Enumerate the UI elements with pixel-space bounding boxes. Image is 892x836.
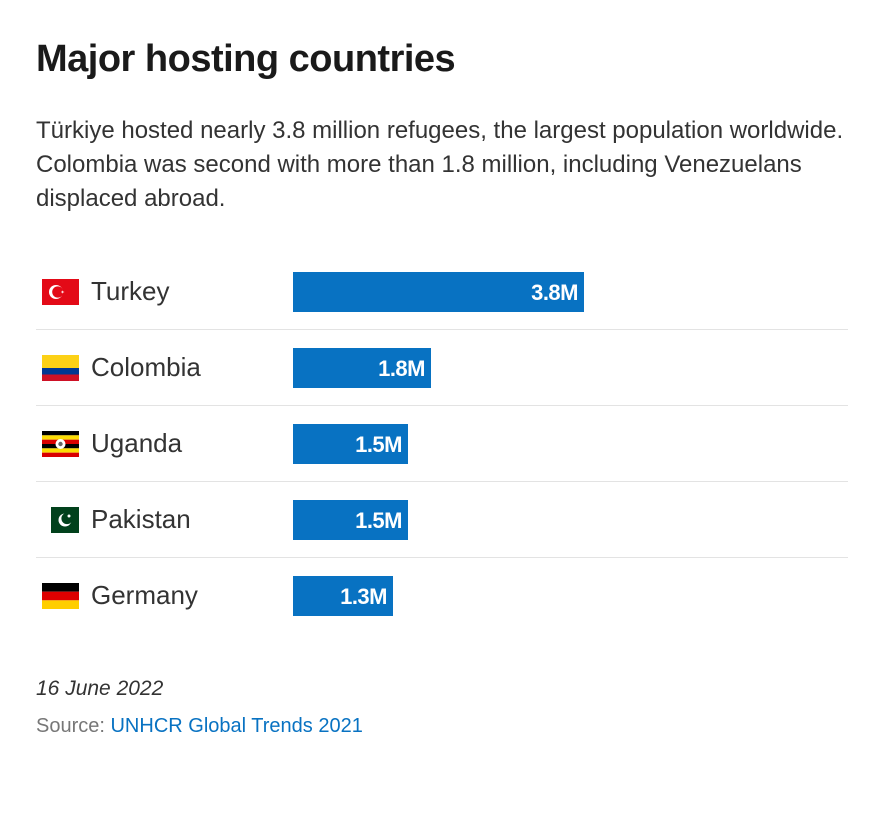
bar-value-label: 1.5M [355, 508, 402, 533]
country-label: Turkey [91, 276, 170, 306]
bar-value-label: 3.8M [531, 280, 578, 305]
row-divider [36, 557, 848, 558]
country-label: Germany [91, 580, 198, 610]
bar-pakistan: 1.5M [293, 500, 408, 540]
source-link[interactable]: UNHCR Global Trends 2021 [110, 715, 363, 737]
row-divider [36, 481, 848, 482]
publication-date: 16 June 2022 [36, 677, 164, 700]
uganda-flag-icon [42, 431, 79, 457]
bar-value-label: 1.8M [378, 356, 425, 381]
bar-turkey: 3.8M [293, 272, 584, 312]
bar-value-label: 1.5M [355, 432, 402, 457]
source-line: Source: UNHCR Global Trends 2021 [36, 715, 363, 738]
pakistan-flag-icon [42, 507, 79, 533]
row-divider [36, 405, 848, 406]
turkey-flag-icon [42, 279, 79, 305]
country-label: Colombia [91, 352, 201, 382]
bar-value-label: 1.3M [340, 584, 387, 609]
germany-flag-icon [42, 583, 79, 609]
chart-row-germany: Germany 1.3M [36, 558, 848, 634]
country-label: Uganda [91, 428, 183, 458]
row-divider [36, 329, 848, 330]
chart-row-colombia: Colombia 1.8M [36, 330, 848, 406]
chart-row-pakistan: Pakistan 1.5M [36, 482, 848, 558]
bar-chart: Turkey 3.8M Colombia 1.8M Uganda [36, 254, 848, 634]
bar-uganda: 1.5M [293, 424, 408, 464]
bar-colombia: 1.8M [293, 348, 431, 388]
country-label: Pakistan [91, 504, 191, 534]
chart-row-turkey: Turkey 3.8M [36, 254, 848, 330]
chart-row-uganda: Uganda 1.5M [36, 406, 848, 482]
chart-subtitle: Türkiye hosted nearly 3.8 million refuge… [36, 117, 844, 212]
source-label: Source: [36, 715, 111, 737]
bar-germany: 1.3M [293, 576, 393, 616]
chart-title: Major hosting countries [36, 38, 456, 80]
colombia-flag-icon [42, 355, 79, 381]
